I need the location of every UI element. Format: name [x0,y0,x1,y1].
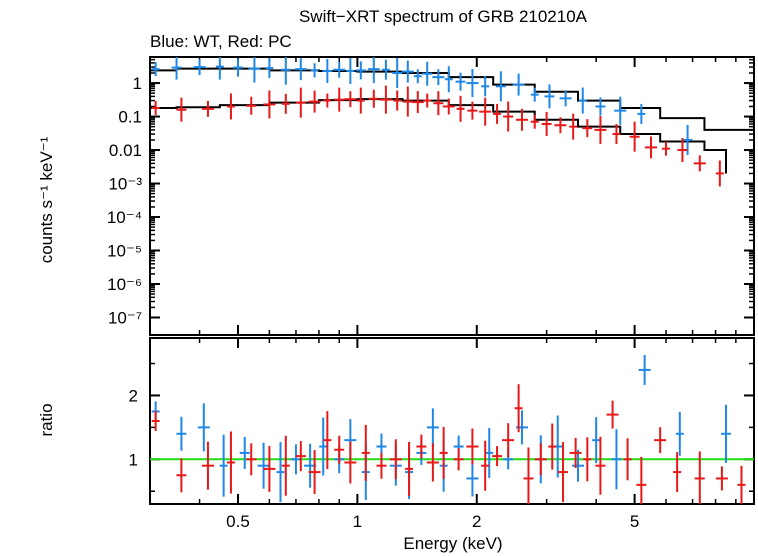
spectrum-frame [149,56,755,336]
x-tick-label: 2 [472,512,481,531]
y-tick-label: 10⁻⁵ [107,242,142,261]
y-tick-label: 1 [133,74,142,93]
x-tick-label: 0.5 [226,512,250,531]
spectrum-panel: 1 0.1 0.01 10⁻³ 10⁻⁴ 10⁻⁵ 10⁻⁶ 10⁻⁷ [107,56,755,336]
y-tick-label: 10⁻⁶ [107,275,142,294]
y-tick-label: 10⁻³ [108,175,142,194]
ratio-data [150,354,754,504]
y-axis-label-ratio: ratio [37,403,56,436]
y-tick-label: 10⁻⁴ [107,208,142,227]
y-axis-label-spectrum: counts s⁻¹ keV⁻¹ [37,136,56,263]
x-tick-label: 5 [630,512,639,531]
chart-title: Swift−XRT spectrum of GRB 210210A [299,7,588,26]
y-tick-label: 0.1 [118,108,142,127]
y-tick-label: 0.01 [109,141,142,160]
x-tick-label: 1 [353,512,362,531]
x-axis-label: Energy (keV) [403,534,502,553]
spectrum-data [150,57,754,187]
ratio-frame [149,337,755,505]
y-tick-label: 10⁻⁷ [108,308,142,327]
y-tick-label: 1 [129,450,138,469]
ratio-panel: 0.5 1 2 5 1 2 [129,337,755,531]
chart-subtitle: Blue: WT, Red: PC [150,32,292,51]
y-tick-label: 2 [129,386,138,405]
